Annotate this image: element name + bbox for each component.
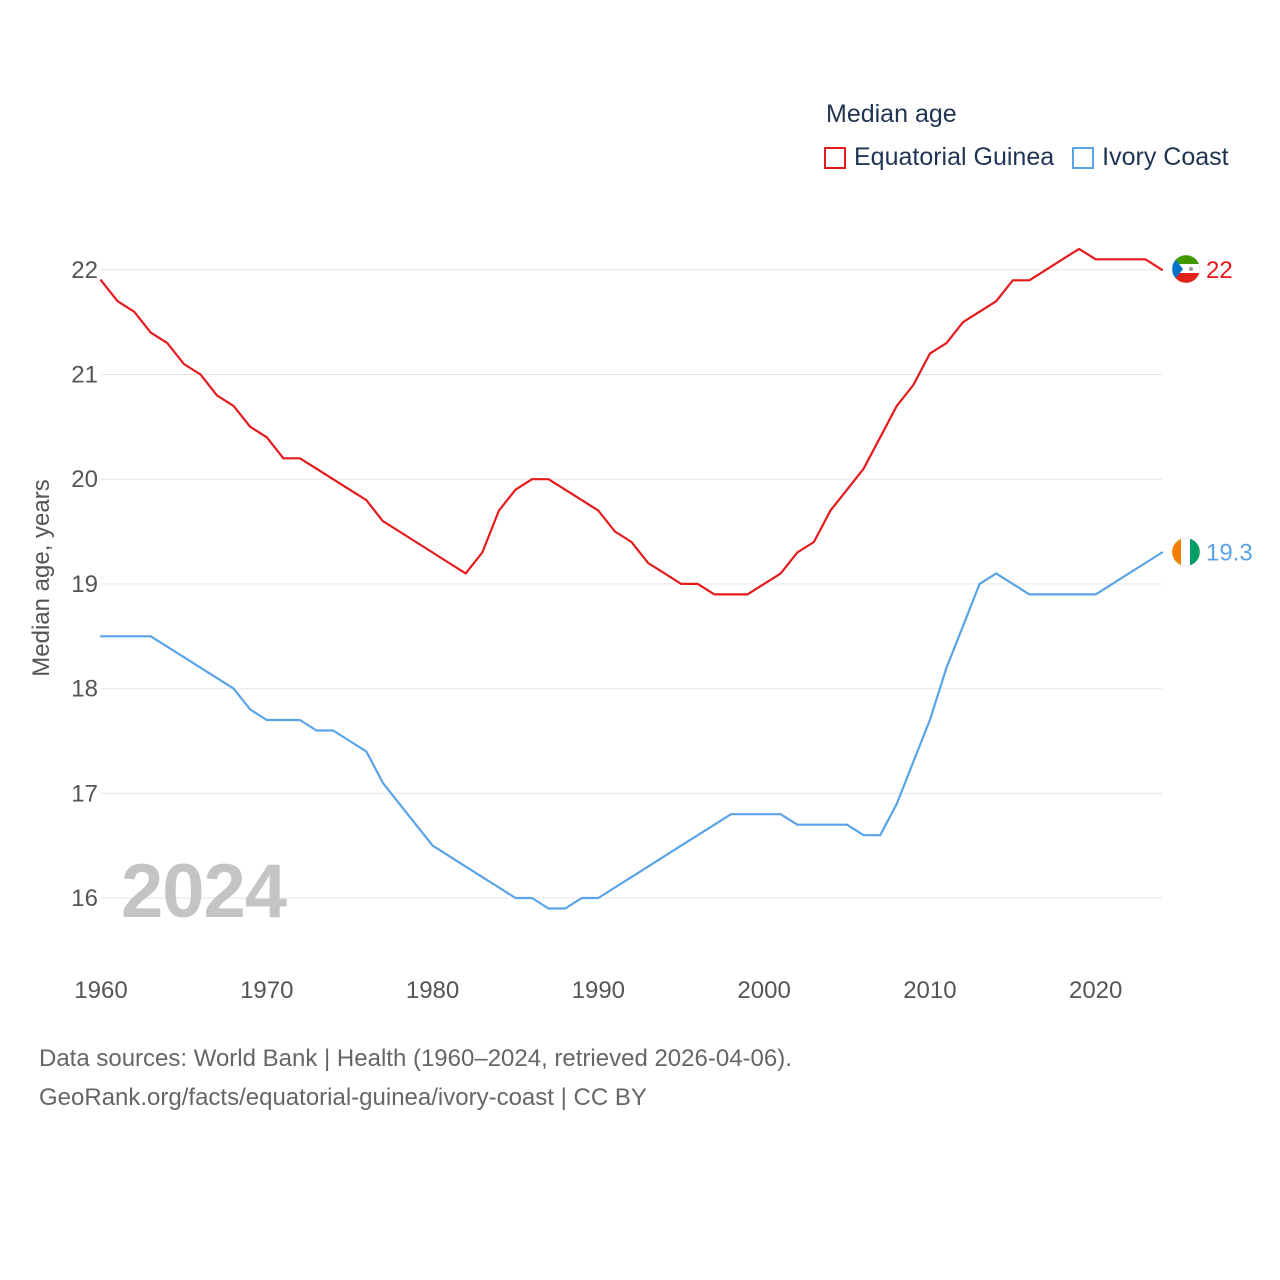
legend-swatch-equatorial-guinea bbox=[824, 146, 846, 169]
y-tick-label: 21 bbox=[71, 362, 98, 389]
x-tick-label: 2020 bbox=[1069, 977, 1122, 1004]
x-tick-label: 1960 bbox=[74, 977, 127, 1004]
x-tick-label: 2010 bbox=[903, 977, 956, 1004]
source-line-1: Data sources: World Bank | Health (1960–… bbox=[39, 1045, 792, 1072]
equatorial-guinea-flag-border bbox=[1171, 254, 1201, 284]
ivory-coast-flag-icon bbox=[1172, 538, 1200, 566]
end-value-label-equatorial-guinea: 22 bbox=[1206, 257, 1233, 284]
year-watermark: 2024 bbox=[121, 849, 287, 934]
y-tick-label: 19 bbox=[71, 571, 98, 598]
x-tick-label: 1970 bbox=[240, 977, 293, 1004]
y-tick-label: 18 bbox=[71, 676, 98, 703]
end-value-label-ivory-coast: 19.3 bbox=[1206, 539, 1253, 566]
x-tick-label: 2000 bbox=[737, 977, 790, 1004]
equatorial-guinea-flag-icon bbox=[1172, 255, 1200, 283]
legend-label-ivory-coast: Ivory Coast bbox=[1102, 143, 1229, 171]
legend-title: Median age bbox=[826, 100, 957, 128]
legend-swatch-ivory-coast bbox=[1072, 146, 1095, 169]
x-tick-label: 1980 bbox=[406, 977, 459, 1004]
source-line-2: GeoRank.org/facts/equatorial-guinea/ivor… bbox=[39, 1084, 647, 1111]
legend-item-ivory-coast[interactable]: Ivory Coast bbox=[1072, 143, 1229, 172]
legend: Equatorial Guinea Ivory Coast bbox=[824, 143, 1247, 172]
legend-label-equatorial-guinea: Equatorial Guinea bbox=[854, 143, 1055, 171]
series-line-equatorial-guinea[interactable] bbox=[99, 247, 1164, 596]
x-tick-label: 1990 bbox=[572, 977, 625, 1004]
series-line-ivory-coast[interactable] bbox=[99, 551, 1164, 910]
y-tick-label: 20 bbox=[71, 466, 98, 493]
y-axis-title: Median age, years bbox=[28, 479, 55, 677]
y-tick-label: 16 bbox=[71, 885, 98, 912]
y-tick-label: 22 bbox=[71, 257, 98, 284]
legend-item-equatorial-guinea[interactable]: Equatorial Guinea bbox=[824, 143, 1054, 172]
ivory-coast-flag-border bbox=[1171, 537, 1201, 567]
y-tick-label: 17 bbox=[71, 780, 98, 807]
